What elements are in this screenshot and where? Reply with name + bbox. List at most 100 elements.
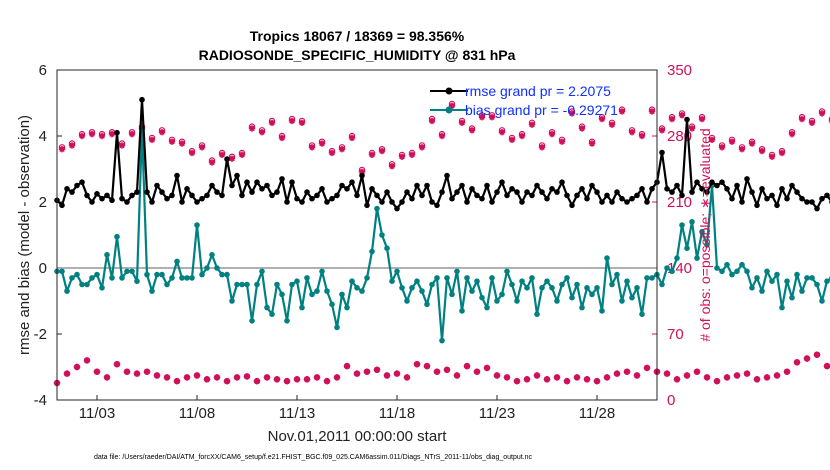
evaluated-point [313, 374, 321, 381]
bias-point [169, 275, 175, 281]
bias-point [594, 285, 600, 291]
rmse-point [244, 179, 250, 185]
rmse-point [449, 195, 455, 202]
bias-point [564, 275, 570, 281]
rmse-point [159, 189, 165, 195]
evaluated-point [758, 147, 766, 155]
evaluated-point [343, 362, 351, 370]
evaluated-point [238, 151, 246, 159]
evaluated-point [423, 362, 431, 370]
rmse-point [74, 182, 80, 189]
bias-point [764, 268, 770, 275]
rmse-point [149, 199, 155, 205]
evaluated-point [598, 115, 606, 123]
evaluated-point [583, 376, 591, 383]
bias-point [429, 281, 435, 288]
rmse-point [579, 186, 585, 192]
evaluated-point [178, 140, 186, 147]
rmse-point [649, 186, 655, 192]
evaluated-point [573, 374, 581, 381]
x-tick-label: 11/23 [479, 405, 515, 422]
bias-point [439, 337, 445, 344]
evaluated-point [553, 374, 561, 381]
rmse-point [454, 189, 460, 195]
evaluated-point [798, 115, 806, 123]
evaluated-point [173, 377, 181, 385]
evaluated-point [228, 155, 236, 162]
evaluated-point [533, 372, 541, 379]
bias-point [399, 285, 405, 291]
evaluated-point [673, 376, 681, 383]
evaluated-point [618, 108, 626, 115]
bias-point [79, 281, 85, 288]
bias-point [124, 268, 130, 275]
rmse-point [109, 197, 115, 204]
evaluated-point [243, 373, 251, 380]
bias-point [304, 275, 310, 281]
rmse-point [729, 195, 735, 202]
evaluated-point [378, 147, 386, 155]
bias-point [649, 275, 655, 281]
evaluated-point [298, 119, 306, 126]
rmse-point [679, 192, 685, 199]
evaluated-point [118, 142, 126, 149]
evaluated-point [363, 368, 371, 375]
evaluated-point [78, 132, 86, 140]
bias-point [154, 271, 160, 278]
bias-point [774, 271, 780, 278]
y-tick-label-right: 0 [667, 392, 675, 409]
rmse-point [639, 186, 645, 192]
bias-point [344, 304, 350, 311]
evaluated-point [613, 370, 621, 377]
bias-point [584, 285, 590, 291]
evaluated-point [318, 140, 326, 147]
evaluated-point [328, 149, 336, 157]
evaluated-point [813, 351, 821, 358]
legend-bias-label: bias grand pr = -0.29271 [465, 102, 618, 118]
evaluated-point [788, 130, 796, 138]
evaluated-point [678, 112, 686, 119]
bias-point [404, 298, 410, 304]
bias-point [209, 252, 215, 258]
rmse-point [249, 189, 255, 195]
bias-point [609, 281, 615, 288]
evaluated-point [738, 146, 746, 153]
rmse-point [299, 199, 305, 205]
evaluated-point [58, 146, 66, 153]
x-axis-ticks: 11/03 11/08 11/13 11/18 11/23 11/28 [79, 395, 615, 422]
bias-point [254, 281, 260, 288]
bias-point [314, 288, 320, 294]
rmse-point [819, 195, 825, 202]
rmse-point [539, 189, 545, 195]
evaluated-point [783, 368, 791, 375]
bias-point [409, 285, 415, 291]
rmse-point [524, 189, 530, 195]
possible-point [828, 116, 830, 122]
bias-point [59, 268, 65, 275]
bias-point [94, 271, 100, 278]
rmse-point [824, 192, 830, 199]
evaluated-point [713, 377, 721, 385]
bias-point [279, 291, 285, 298]
bias-point [294, 278, 300, 285]
rmse-point [444, 172, 450, 179]
evaluated-point [338, 146, 346, 153]
rmse-point [189, 192, 195, 199]
plot-area [57, 70, 657, 400]
bias-point [424, 301, 430, 308]
rmse-point [669, 189, 675, 195]
evaluated-point [683, 372, 691, 379]
bias-point [384, 245, 390, 251]
bias-point [274, 281, 280, 288]
bias-point [324, 288, 330, 294]
rmse-point [664, 186, 670, 192]
bias-point [444, 275, 450, 281]
rmse-point [304, 189, 310, 195]
rmse-point [424, 182, 430, 189]
bias-point [214, 265, 220, 271]
evaluated-point [668, 115, 676, 123]
rmse-point [69, 189, 75, 195]
evaluated-point [473, 368, 481, 375]
evaluated-point [733, 372, 741, 379]
evaluated-point [103, 374, 111, 381]
